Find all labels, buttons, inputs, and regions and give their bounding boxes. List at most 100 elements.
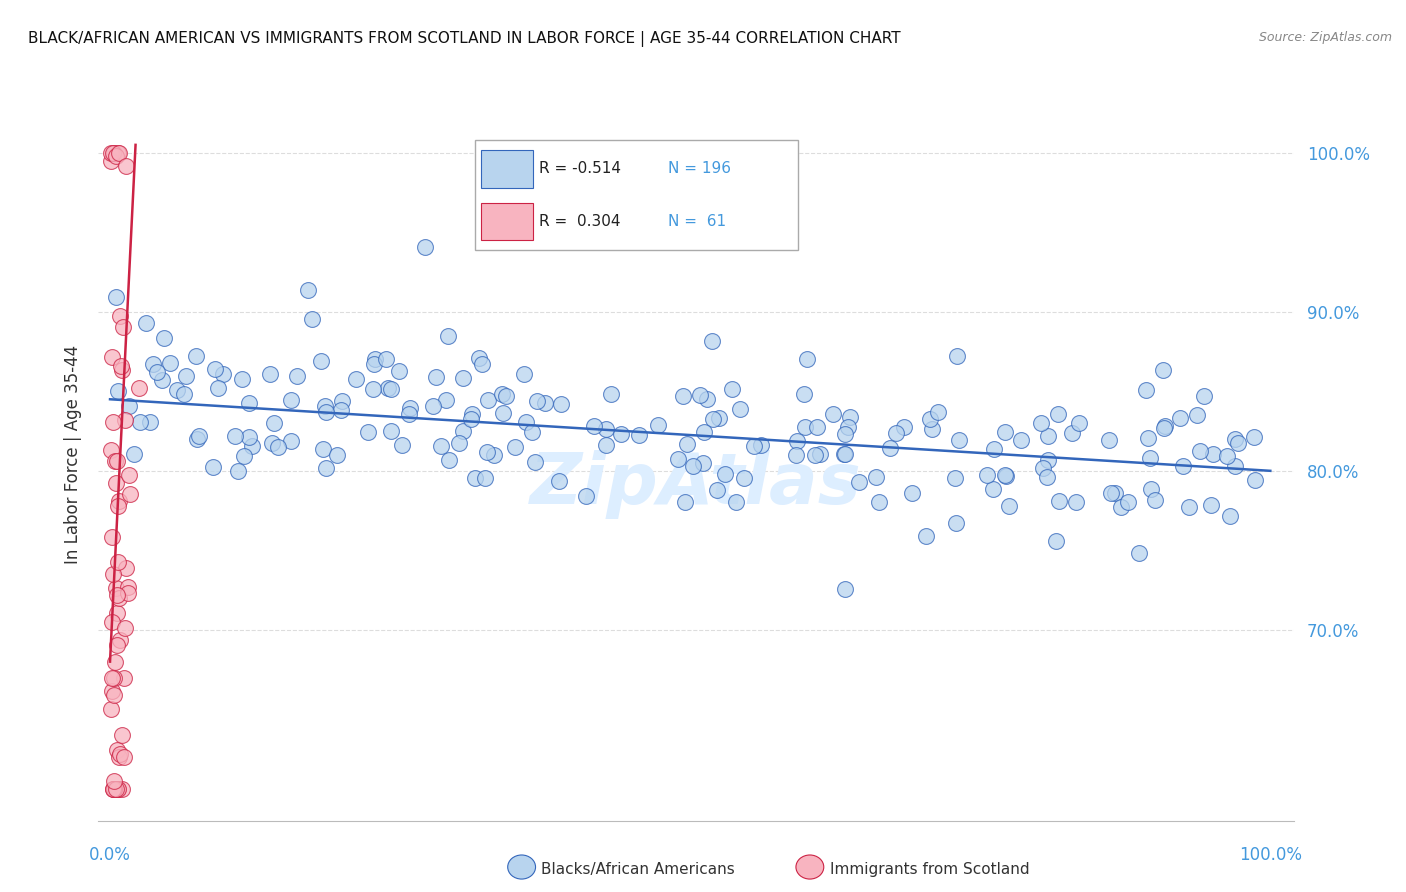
Point: [945, 349, 967, 363]
Point: [749, 437, 772, 451]
Text: Blacks/African Americans: Blacks/African Americans: [541, 863, 735, 877]
Point: [832, 446, 855, 460]
Point: [153, 331, 176, 345]
Point: [793, 387, 815, 401]
Point: [101, 683, 124, 698]
Point: [1152, 362, 1174, 376]
Point: [1154, 419, 1177, 434]
Point: [796, 352, 818, 367]
Point: [100, 442, 122, 457]
Point: [312, 442, 335, 456]
Point: [491, 387, 513, 401]
Point: [104, 655, 127, 669]
Point: [834, 582, 856, 596]
Point: [437, 328, 460, 343]
Point: [707, 411, 730, 425]
Point: [111, 363, 134, 377]
Point: [1140, 482, 1163, 496]
Point: [108, 493, 131, 508]
Point: [118, 468, 141, 483]
Point: [595, 438, 617, 452]
Point: [1216, 449, 1239, 463]
Point: [834, 426, 856, 441]
Point: [107, 781, 129, 796]
Point: [1171, 458, 1194, 473]
Point: [1226, 435, 1249, 450]
Point: [676, 437, 699, 451]
Point: [117, 586, 139, 600]
FancyBboxPatch shape: [481, 203, 533, 240]
Point: [550, 397, 572, 411]
Point: [474, 470, 496, 484]
Text: Immigrants from Scotland: Immigrants from Scotland: [830, 863, 1029, 877]
Point: [666, 452, 689, 467]
Point: [921, 422, 943, 436]
Point: [1036, 428, 1059, 442]
Text: ZipAtlas: ZipAtlas: [530, 450, 862, 518]
Point: [108, 632, 131, 647]
Point: [101, 566, 124, 581]
Point: [117, 580, 139, 594]
Point: [1168, 411, 1191, 425]
Point: [105, 743, 128, 757]
Point: [808, 447, 831, 461]
Point: [981, 482, 1004, 496]
Point: [900, 486, 922, 500]
Point: [101, 671, 124, 685]
Point: [526, 394, 548, 409]
Point: [357, 425, 380, 440]
Point: [1202, 447, 1225, 461]
Point: [105, 581, 128, 595]
Point: [142, 357, 165, 371]
Point: [733, 471, 755, 485]
Point: [152, 373, 174, 387]
Point: [107, 145, 129, 160]
Point: [673, 495, 696, 509]
Point: [363, 357, 385, 371]
Point: [231, 372, 253, 386]
Point: [105, 781, 128, 796]
Point: [122, 447, 145, 461]
Point: [413, 240, 436, 254]
Point: [464, 471, 486, 485]
Text: 100.0%: 100.0%: [1239, 846, 1302, 863]
Point: [361, 382, 384, 396]
Point: [146, 365, 169, 379]
Point: [477, 444, 499, 458]
Point: [804, 448, 827, 462]
Point: [108, 747, 131, 761]
Point: [107, 384, 129, 398]
Point: [260, 435, 283, 450]
Point: [364, 352, 387, 367]
Point: [628, 428, 651, 442]
Circle shape: [508, 855, 536, 880]
Point: [118, 399, 141, 413]
Point: [224, 429, 246, 443]
Point: [706, 483, 728, 497]
Point: [806, 420, 828, 434]
Point: [128, 415, 150, 429]
Point: [1047, 407, 1070, 421]
Text: BLACK/AFRICAN AMERICAN VS IMMIGRANTS FROM SCOTLAND IN LABOR FORCE | AGE 35-44 CO: BLACK/AFRICAN AMERICAN VS IMMIGRANTS FRO…: [28, 31, 901, 47]
Point: [696, 392, 718, 407]
Point: [1045, 533, 1067, 548]
Point: [391, 438, 413, 452]
Point: [207, 380, 229, 394]
Point: [103, 688, 125, 702]
Point: [105, 606, 128, 620]
Point: [297, 284, 319, 298]
Point: [994, 468, 1017, 483]
Text: R = -0.514: R = -0.514: [540, 161, 621, 177]
Text: N =  61: N = 61: [668, 214, 727, 229]
Point: [100, 153, 122, 168]
Point: [742, 438, 765, 452]
Point: [471, 357, 494, 371]
Point: [188, 429, 211, 443]
Point: [449, 435, 471, 450]
Point: [314, 399, 336, 413]
Point: [460, 407, 482, 421]
Point: [724, 494, 747, 508]
Point: [105, 453, 128, 467]
Point: [993, 425, 1015, 439]
Point: [672, 389, 695, 403]
